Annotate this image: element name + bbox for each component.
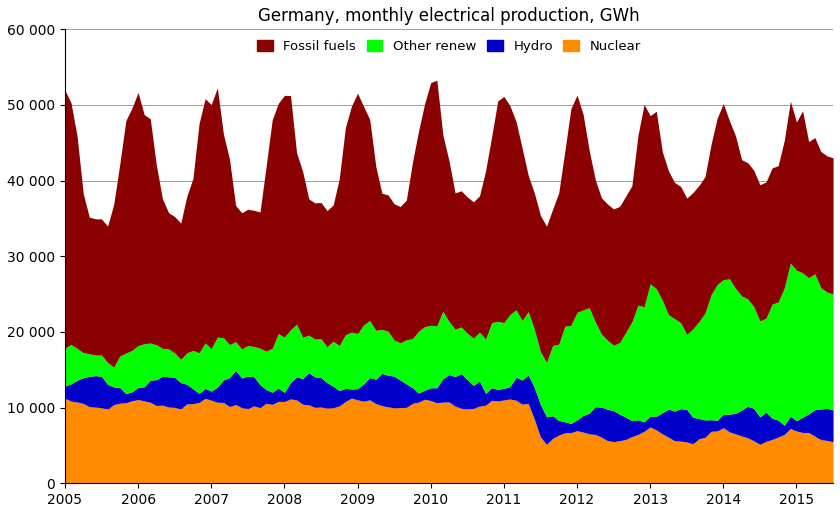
Legend: Fossil fuels, Other renew, Hydro, Nuclear: Fossil fuels, Other renew, Hydro, Nuclea… xyxy=(253,36,645,57)
Title: Germany, monthly electrical production, GWh: Germany, monthly electrical production, … xyxy=(258,7,640,25)
